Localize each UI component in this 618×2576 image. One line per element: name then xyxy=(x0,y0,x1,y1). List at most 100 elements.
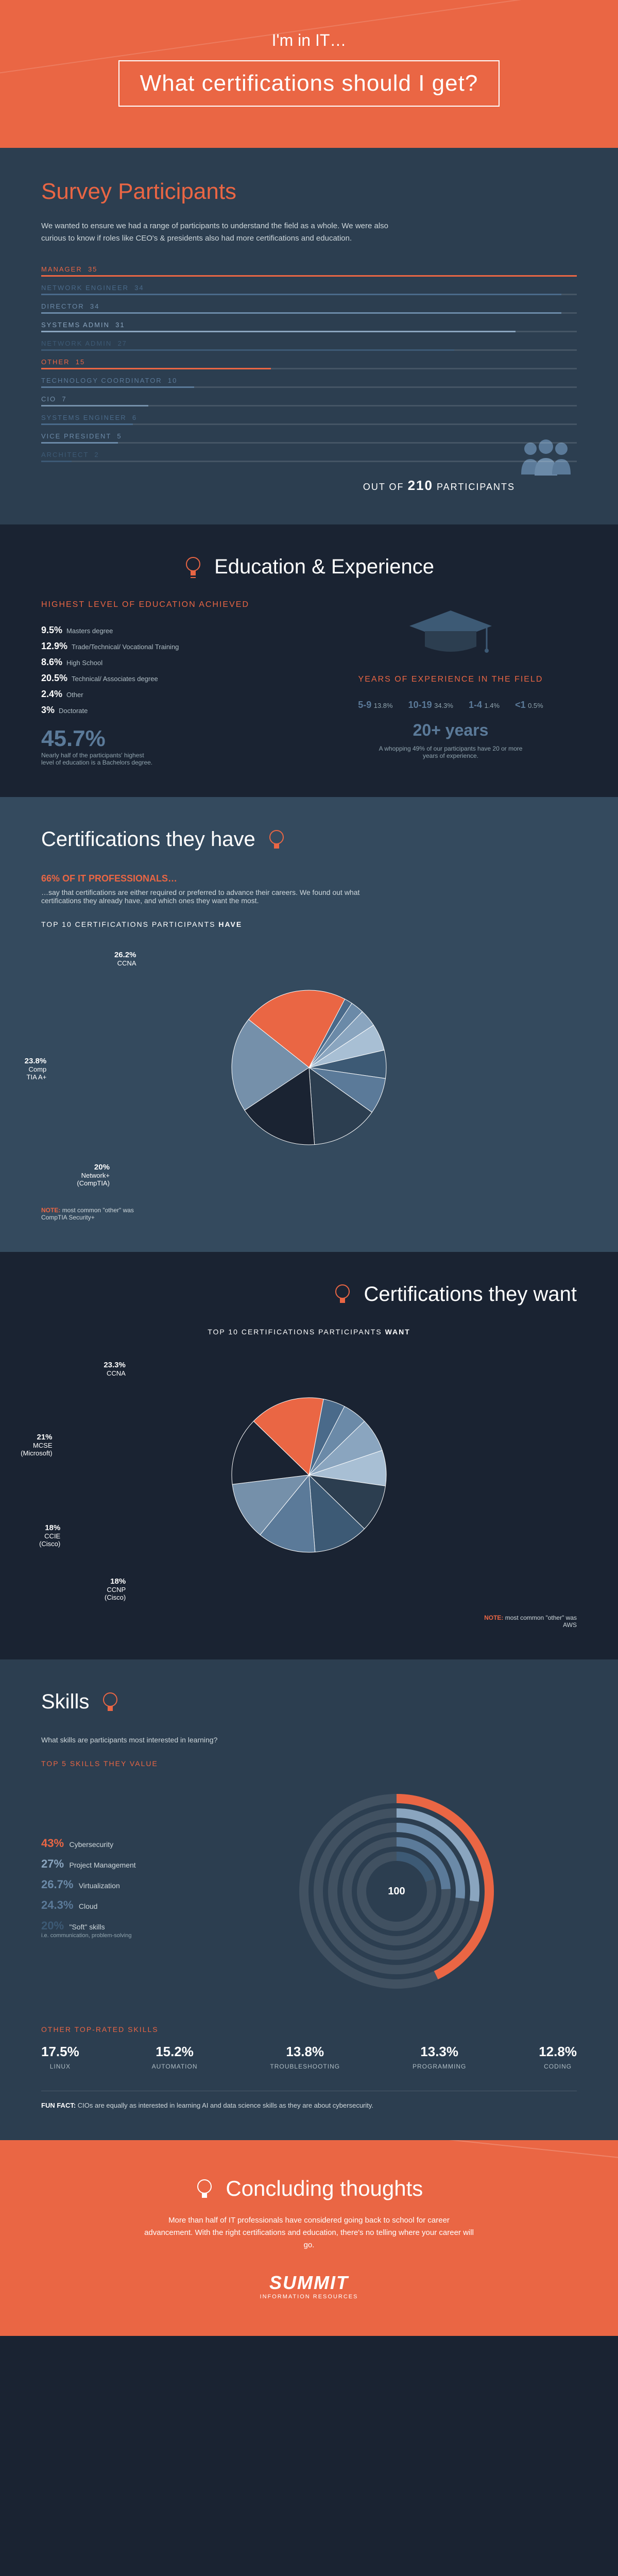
bulb-icon xyxy=(101,1691,119,1715)
years-title: YEARS OF EXPERIENCE IN THE FIELD xyxy=(324,675,577,684)
skills-rings: 100 xyxy=(216,1783,577,1999)
pie-label: 23.3% CCNA xyxy=(104,1361,126,1377)
skill-item: 20% "Soft" skills i.e. communication, pr… xyxy=(41,1919,185,1939)
bar-row: SYSTEMS ENGINEER 6 xyxy=(41,414,577,425)
years-item: 1-4 1.4% xyxy=(469,700,500,710)
bar-row: NETWORK ADMIN 27 xyxy=(41,340,577,351)
edu-big-note: Nearly half of the participants' highest… xyxy=(41,752,154,766)
survey-title: Survey Participants xyxy=(41,179,577,205)
bar-label: DIRECTOR 34 xyxy=(41,302,577,310)
bar-row: ARCHITECT 2 xyxy=(41,451,577,462)
conclusion-text: More than half of IT professionals have … xyxy=(144,2214,474,2251)
bar-row: CIO 7 xyxy=(41,395,577,406)
out-of-line: OUT OF 210 PARTICIPANTS xyxy=(41,478,577,494)
bar-row: SYSTEMS ADMIN 31 xyxy=(41,321,577,332)
logo-sub: INFORMATION RESOURCES xyxy=(41,2294,577,2300)
fun-fact: FUN FACT: CIOs are equally as interested… xyxy=(41,2091,577,2109)
certs-have-desc: …say that certifications are either requ… xyxy=(41,888,402,905)
certs-have-pie: 26.2% CCNA 2% VCP6-DCV 3.3% PMP 4.3% CIS… xyxy=(41,949,577,1186)
certs-want-note: NOTE: most common "other" was AWS xyxy=(484,1614,577,1629)
conclusion-section: Concluding thoughts More than half of IT… xyxy=(0,2140,618,2336)
bulb-icon xyxy=(267,829,286,853)
years-item: <1 0.5% xyxy=(515,700,543,710)
edu-item: 20.5% Technical/ Associates degree xyxy=(41,673,294,684)
edu-item: 9.5% Masters degree xyxy=(41,625,294,636)
other-skill-item: 13.8%TROUBLESHOOTING xyxy=(270,2044,340,2070)
other-skill-item: 17.5%LINUX xyxy=(41,2044,79,2070)
other-skills-grid: 17.5%LINUX 15.2%AUTOMATION 13.8%TROUBLES… xyxy=(41,2044,577,2070)
skill-item: 27% Project Management xyxy=(41,1857,185,1871)
rings-center: 100 xyxy=(388,1886,405,1897)
out-of-post: PARTICIPANTS xyxy=(437,482,515,492)
bar-label: SYSTEMS ENGINEER 6 xyxy=(41,414,577,421)
survey-section: Survey Participants We wanted to ensure … xyxy=(0,148,618,524)
certs-have-section: Certifications they have 66% OF IT PROFE… xyxy=(0,797,618,1251)
edu-items: 9.5% Masters degree 12.9% Trade/Technica… xyxy=(41,625,294,716)
skill-item: 26.7% Virtualization xyxy=(41,1878,185,1891)
skills-sub: TOP 5 SKILLS THEY VALUE xyxy=(41,1759,577,1768)
skills-section: Skills What skills are participants most… xyxy=(0,1659,618,2140)
skill-item: 43% Cybersecurity xyxy=(41,1837,185,1850)
education-section: Education & Experience HIGHEST LEVEL OF … xyxy=(0,524,618,797)
certs-have-title: Certifications they have xyxy=(41,828,577,852)
bar-row: MANAGER 35 xyxy=(41,265,577,277)
certs-want-sub: TOP 10 CERTIFICATIONS PARTICIPANTS WANT xyxy=(41,1328,577,1336)
grad-cap-icon xyxy=(404,600,497,662)
header-title: What certifications should I get? xyxy=(118,60,500,107)
people-icon xyxy=(515,438,577,480)
pie-label: 26.2% CCNA xyxy=(114,951,136,967)
bar-label: VICE PRESIDENT 5 xyxy=(41,432,577,440)
certs-want-pie: 23.3% CCNA 6.8% WCNA (Wireshark) 7.6% IT… xyxy=(41,1357,577,1594)
edu-big-pct: 45.7% xyxy=(41,726,294,752)
survey-bars: MANAGER 35 NETWORK ENGINEER 34 DIRECTOR … xyxy=(41,265,577,462)
years-row: 5-9 13.8% 10-19 34.3% 1-4 1.4% <1 0.5% xyxy=(324,700,577,710)
years-big: 20+ years xyxy=(324,721,577,740)
other-skill-item: 12.8%CODING xyxy=(539,2044,577,2070)
bar-label: NETWORK ADMIN 27 xyxy=(41,340,577,347)
bar-label: OTHER 15 xyxy=(41,358,577,366)
pie-label: 18% CCIE (Cisco) xyxy=(39,1523,60,1548)
pie-label: 20% Network+ (CompTIA) xyxy=(77,1163,110,1187)
ring-arc xyxy=(397,1856,430,1880)
edu-sub-left: HIGHEST LEVEL OF EDUCATION ACHIEVED xyxy=(41,600,294,609)
header-pre: I'm in IT… xyxy=(41,31,577,50)
pie-label: 18% CCNP (Cisco) xyxy=(105,1577,126,1601)
bar-row: OTHER 15 xyxy=(41,358,577,369)
survey-desc: We wanted to ensure we had a range of pa… xyxy=(41,220,402,245)
bar-label: NETWORK ENGINEER 34 xyxy=(41,284,577,292)
other-skill-item: 15.2%AUTOMATION xyxy=(152,2044,198,2070)
other-skills-sub: OTHER TOP-RATED SKILLS xyxy=(41,2025,577,2033)
certs-have-note: NOTE: most common "other" was CompTIA Se… xyxy=(41,1207,134,1221)
logo: SUMMIT xyxy=(41,2272,577,2294)
bar-label: TECHNOLOGY COORDINATOR 10 xyxy=(41,377,577,384)
years-desc: A whopping 49% of our participants have … xyxy=(379,745,523,759)
certs-pct-line: 66% OF IT PROFESSIONALS… xyxy=(41,873,577,884)
other-skill-item: 13.3%PROGRAMMING xyxy=(413,2044,466,2070)
bar-label: ARCHITECT 2 xyxy=(41,451,577,459)
bar-label: MANAGER 35 xyxy=(41,265,577,273)
bar-label: SYSTEMS ADMIN 31 xyxy=(41,321,577,329)
bar-label: CIO 7 xyxy=(41,395,577,403)
skills-q: What skills are participants most intere… xyxy=(41,1736,577,1744)
certs-want-title: Certifications they want xyxy=(41,1283,577,1307)
bar-row: NETWORK ENGINEER 34 xyxy=(41,284,577,295)
skills-list: 43% Cybersecurity 27% Project Management… xyxy=(41,1837,185,1946)
skill-item: 24.3% Cloud xyxy=(41,1899,185,1912)
pie-label: 23.8% Comp TIA A+ xyxy=(25,1057,47,1081)
bar-row: TECHNOLOGY COORDINATOR 10 xyxy=(41,377,577,388)
edu-item: 2.4% Other xyxy=(41,689,294,700)
certs-want-section: Certifications they want TOP 10 CERTIFIC… xyxy=(0,1252,618,1659)
conclusion-title: Concluding thoughts xyxy=(41,2176,577,2202)
bulb-icon xyxy=(184,556,202,580)
edu-item: 12.9% Trade/Technical/ Vocational Traini… xyxy=(41,641,294,652)
header: I'm in IT… What certifications should I … xyxy=(0,0,618,148)
bulb-icon xyxy=(333,1283,352,1307)
pie-label: 21% MCSE (Microsoft) xyxy=(21,1433,52,1457)
out-of-n: 210 xyxy=(408,478,433,493)
bar-row: VICE PRESIDENT 5 xyxy=(41,432,577,444)
skills-title: Skills xyxy=(41,1690,577,1715)
bulb-icon xyxy=(195,2178,214,2202)
bar-row: DIRECTOR 34 xyxy=(41,302,577,314)
edu-item: 3% Doctorate xyxy=(41,705,294,716)
years-item: 10-19 34.3% xyxy=(408,700,453,710)
